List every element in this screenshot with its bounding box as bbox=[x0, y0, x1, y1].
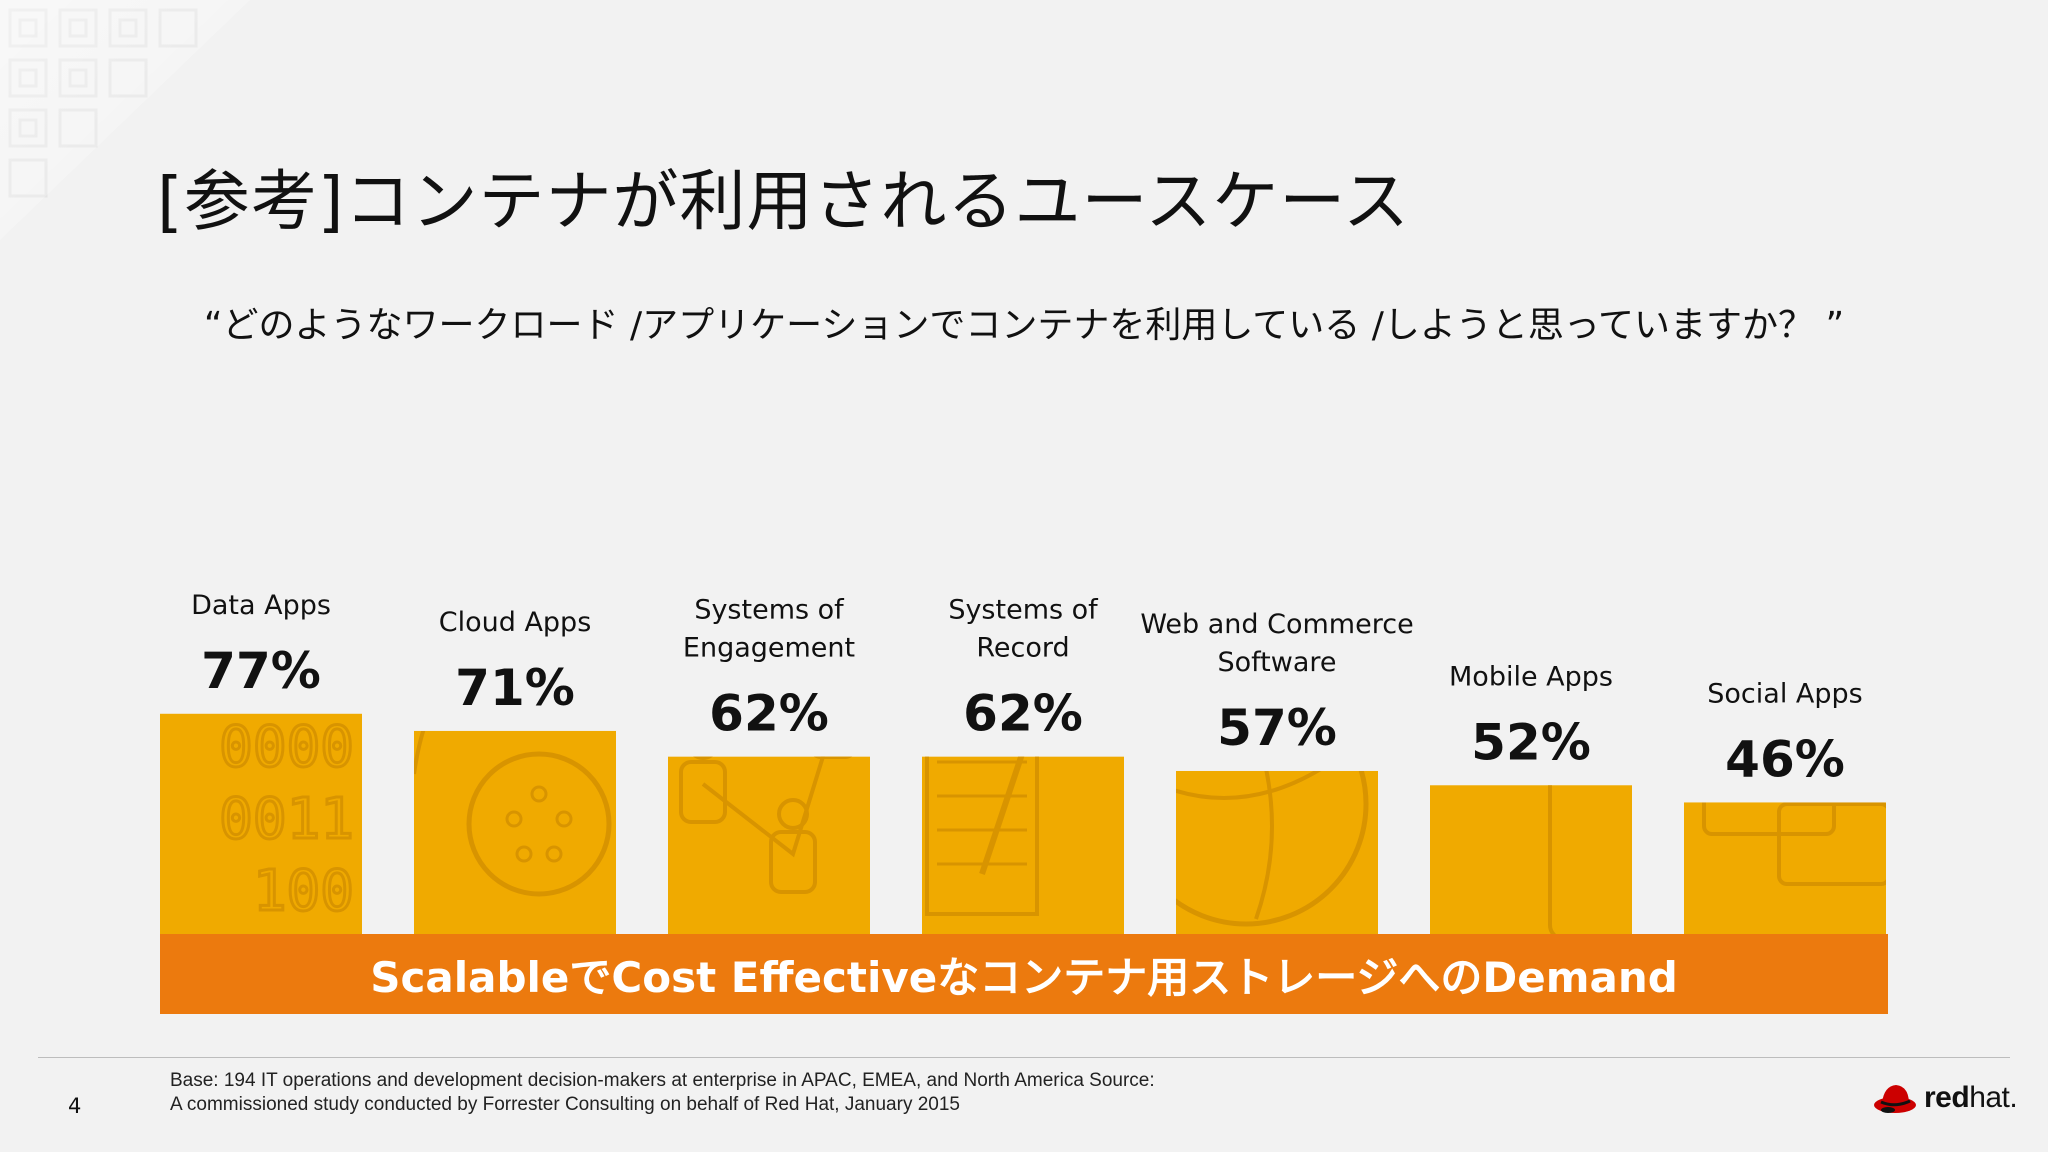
footer-divider bbox=[38, 1057, 2010, 1058]
people-network-icon bbox=[679, 756, 853, 894]
bar bbox=[1684, 802, 1886, 934]
footnote-line-2: A commissioned study conducted by Forres… bbox=[170, 1094, 960, 1115]
chat-bubbles-icon bbox=[1702, 802, 1886, 886]
page-number: 4 bbox=[68, 1094, 82, 1118]
bar-value-label: 77% bbox=[201, 642, 321, 700]
svg-text:0000: 0000 bbox=[219, 715, 354, 780]
bar-value-label: 62% bbox=[963, 685, 1083, 743]
slide-subtitle: “どのようなワークロード /アプリケーションでコンテナを利用している /しようと… bbox=[203, 305, 1845, 346]
svg-text:100: 100 bbox=[253, 859, 354, 924]
corner-pattern-decoration bbox=[0, 0, 250, 240]
svg-text:0011: 0011 bbox=[219, 787, 354, 852]
bar-value-label: 57% bbox=[1217, 699, 1337, 757]
notepad-icon bbox=[925, 756, 1039, 916]
bar-category-label: Software bbox=[1217, 647, 1336, 678]
logo-text-light: hat. bbox=[1969, 1081, 2018, 1114]
bar-category-label: Systems of bbox=[694, 595, 845, 626]
logo-text-bold: red bbox=[1924, 1081, 1970, 1114]
bar-category-label: Web and Commerce bbox=[1140, 609, 1413, 640]
bar bbox=[922, 756, 1124, 934]
bar-category-label: Mobile Apps bbox=[1449, 661, 1613, 692]
bar-category-label: Record bbox=[976, 633, 1069, 664]
slide-title: [参考]コンテナが利用されるユースケース bbox=[157, 163, 1410, 240]
bar bbox=[160, 713, 362, 934]
bar-category-label: Engagement bbox=[683, 633, 855, 664]
bar-category-label: Social Apps bbox=[1707, 678, 1862, 709]
bar bbox=[1430, 785, 1632, 934]
redhat-logo: redhat. bbox=[1872, 1078, 2018, 1118]
bar-category-label: Data Apps bbox=[191, 590, 331, 621]
mobile-phone-icon bbox=[1548, 785, 1557, 935]
bar-value-label: 62% bbox=[709, 685, 829, 743]
bar-category-label: Cloud Apps bbox=[439, 607, 592, 638]
bar-value-label: 46% bbox=[1725, 730, 1845, 788]
bar bbox=[414, 730, 616, 934]
shadowman-hat-icon bbox=[1874, 1085, 1916, 1113]
cloud-network-icon bbox=[414, 730, 612, 897]
bar-value-label: 52% bbox=[1471, 713, 1591, 771]
globe-icon bbox=[1176, 770, 1369, 927]
demand-banner: ScalableでCost Effectiveなコンテナ用ストレージへのDema… bbox=[160, 934, 1888, 1014]
bar-value-label: 71% bbox=[455, 659, 575, 717]
footnote-line-1: Base: 194 IT operations and development … bbox=[170, 1070, 1155, 1091]
footnote: Base: 194 IT operations and development … bbox=[170, 1069, 1155, 1117]
bar-category-label: Systems of bbox=[948, 595, 1099, 626]
